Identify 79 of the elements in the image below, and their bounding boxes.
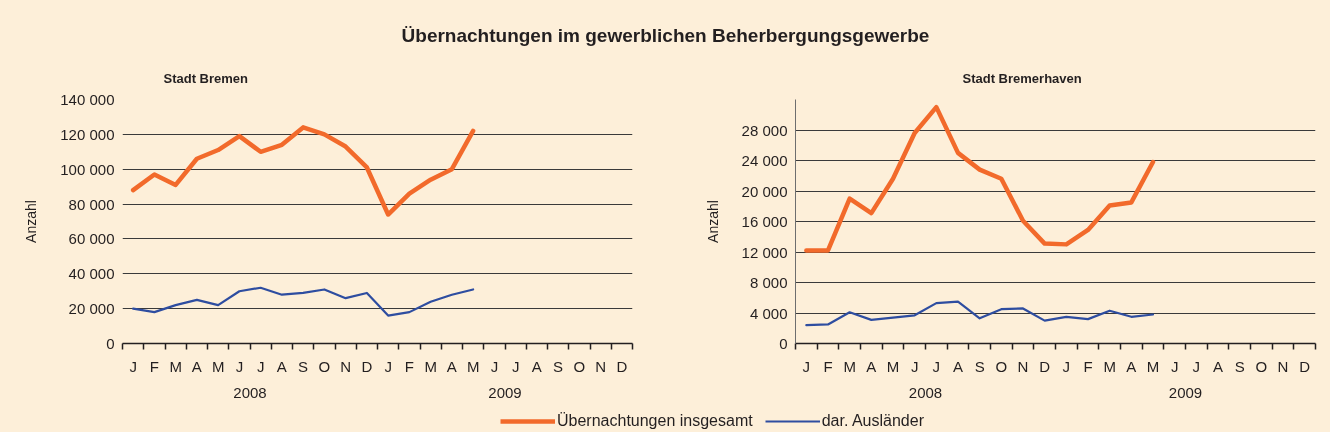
x-tick-label: D xyxy=(616,357,628,375)
x-tick-label: O xyxy=(318,357,331,375)
x-tick-label: A xyxy=(531,357,542,375)
x-tick-label: F xyxy=(149,357,159,375)
y-tick-label: 16 000 xyxy=(741,213,788,230)
x-tick-label: A xyxy=(1213,357,1224,375)
text: 2008 xyxy=(908,383,943,401)
x-tick-label: J xyxy=(129,357,137,375)
x-tick-label: M xyxy=(211,357,225,375)
x-tick-label: O xyxy=(1255,357,1268,375)
text: 2009 xyxy=(488,383,522,401)
y-tick-label: 28 000 xyxy=(741,121,788,139)
x-tick-label: S xyxy=(974,357,985,375)
y-tick-label: 60 000 xyxy=(68,230,115,248)
y-tick-label: 140 000 xyxy=(60,91,115,108)
x-tick-label: M xyxy=(466,357,480,375)
line-series xyxy=(132,286,475,317)
x-tick-label: A xyxy=(953,357,964,375)
x-tick-label: N xyxy=(1017,357,1029,375)
x-tick-label: S xyxy=(553,357,564,375)
x-tick-label: J xyxy=(490,357,499,375)
x-tick-label: A xyxy=(276,357,287,375)
x-tick-label: A xyxy=(446,357,457,375)
chart-subtitle: Stadt Bremerhaven xyxy=(962,70,1082,86)
y-tick-label: 100 000 xyxy=(60,160,115,178)
x-tick-label: D xyxy=(1299,357,1311,375)
x-tick-label: J xyxy=(235,357,244,375)
x-tick-label: M xyxy=(843,357,856,375)
x-tick-label: D xyxy=(1039,357,1051,375)
x-tick-label: M xyxy=(1103,357,1116,375)
chart-subtitle: Stadt Bremen xyxy=(163,70,249,86)
x-tick-label: M xyxy=(886,357,900,375)
line-series xyxy=(130,125,476,217)
x-tick-label: J xyxy=(1062,357,1071,375)
line-series xyxy=(804,104,1156,253)
x-tick-label: M xyxy=(424,357,437,375)
x-tick-label: A xyxy=(866,357,877,375)
text: 2008 xyxy=(233,383,267,401)
x-tick-label: S xyxy=(298,357,309,375)
x-tick-label: F xyxy=(823,357,833,375)
y-tick-label: 20 000 xyxy=(68,300,115,318)
y-tick-label: 4 000 xyxy=(749,304,788,322)
line-series xyxy=(805,300,1155,327)
x-tick-label: J xyxy=(256,357,265,375)
y-tick-label: 8 000 xyxy=(749,274,788,291)
x-tick-label: A xyxy=(191,357,202,375)
x-tick-label: J xyxy=(932,357,941,375)
x-tick-label: J xyxy=(910,357,919,375)
y-tick-label: 24 000 xyxy=(741,152,788,169)
x-tick-label: N xyxy=(340,357,352,375)
y-axis-title: Anzahl xyxy=(704,200,721,243)
x-tick-label: J xyxy=(802,357,811,375)
y-tick-label: 120 000 xyxy=(60,125,115,143)
x-tick-label: D xyxy=(361,357,373,375)
text: 2009 xyxy=(1168,383,1203,401)
x-tick-label: J xyxy=(384,357,392,375)
y-axis-title: Anzahl xyxy=(23,200,40,243)
legend-label: dar. Ausländer xyxy=(821,412,924,430)
x-tick-label: F xyxy=(1083,357,1093,375)
y-tick-label: 12 000 xyxy=(741,243,788,261)
x-tick-label: F xyxy=(404,357,414,375)
x-tick-label: O xyxy=(573,357,586,375)
x-tick-label: S xyxy=(1234,357,1245,375)
y-tick-label: 20 000 xyxy=(741,182,788,200)
y-tick-label: 80 000 xyxy=(68,195,115,213)
x-tick-label: J xyxy=(1170,357,1179,375)
x-tick-label: N xyxy=(1277,357,1289,375)
x-tick-label: O xyxy=(995,357,1008,375)
x-tick-label: N xyxy=(595,357,607,375)
chart-title: Übernachtungen im gewerblichen Beherbergungsgewerbe xyxy=(401,25,930,46)
y-tick-label: 0 xyxy=(106,335,115,352)
x-tick-label: A xyxy=(1126,357,1137,375)
x-tick-label: J xyxy=(511,357,520,375)
y-tick-label: 0 xyxy=(779,335,788,352)
y-tick-label: 40 000 xyxy=(68,265,115,283)
legend-label: Übernachtungen insgesamt xyxy=(557,412,753,430)
x-tick-label: J xyxy=(1192,357,1201,375)
x-tick-label: M xyxy=(169,357,182,375)
x-tick-label: M xyxy=(1146,357,1160,375)
